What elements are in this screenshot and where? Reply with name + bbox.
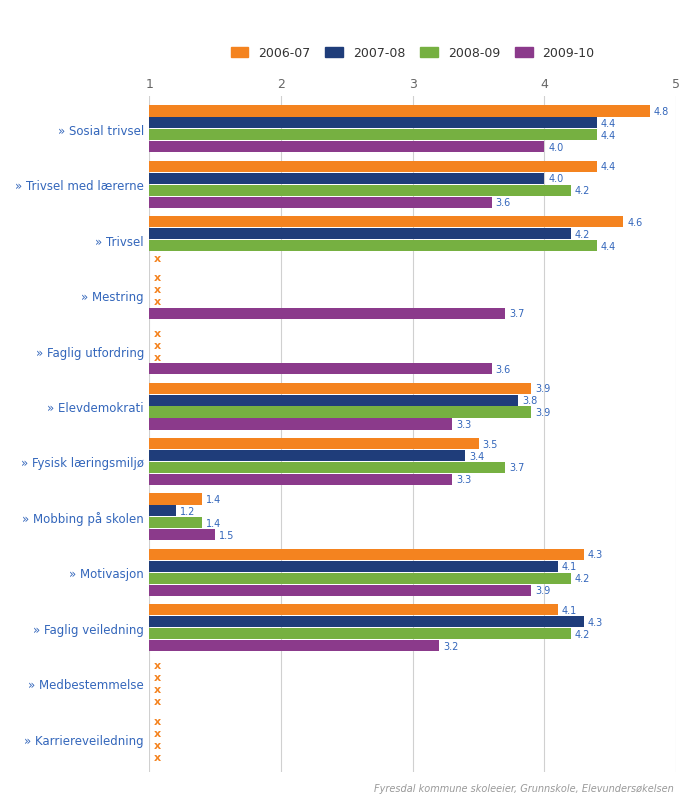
Bar (149, 475, 452, 485)
Bar (149, 561, 557, 573)
Text: x: x (154, 328, 161, 338)
Text: 3.6: 3.6 (496, 198, 511, 208)
Text: 4.0: 4.0 (548, 174, 564, 184)
Bar (149, 407, 531, 418)
Bar (149, 308, 505, 320)
Text: 4.4: 4.4 (601, 119, 616, 128)
Text: x: x (154, 684, 161, 695)
Text: 4.2: 4.2 (575, 230, 590, 239)
Bar (149, 217, 623, 228)
Text: 3.5: 3.5 (482, 439, 498, 449)
Bar (149, 173, 544, 185)
Text: 3.8: 3.8 (522, 396, 537, 406)
Bar (149, 241, 597, 252)
Text: 3.9: 3.9 (535, 585, 550, 596)
Text: x: x (154, 715, 161, 726)
Bar (149, 106, 650, 117)
Bar (149, 198, 491, 209)
Legend: 2006-07, 2007-08, 2008-09, 2009-10: 2006-07, 2007-08, 2008-09, 2009-10 (226, 42, 600, 65)
Text: x: x (154, 728, 161, 738)
Text: 1.4: 1.4 (206, 495, 221, 504)
Bar (149, 364, 491, 375)
Text: 3.3: 3.3 (456, 419, 471, 430)
Bar (149, 383, 531, 394)
Text: 3.6: 3.6 (496, 364, 511, 374)
Bar (149, 142, 544, 153)
Text: 4.3: 4.3 (588, 550, 603, 560)
Bar (149, 229, 571, 240)
Text: x: x (154, 353, 161, 362)
Text: 4.4: 4.4 (601, 162, 616, 172)
Text: x: x (154, 661, 161, 671)
Text: x: x (154, 752, 161, 761)
Text: x: x (154, 273, 161, 283)
Text: 4.2: 4.2 (575, 573, 590, 584)
Text: 3.9: 3.9 (535, 384, 550, 393)
Bar (149, 419, 452, 430)
Bar (149, 494, 202, 505)
Text: x: x (154, 254, 161, 263)
Bar (149, 629, 571, 639)
Text: 3.3: 3.3 (456, 475, 471, 485)
Bar (149, 438, 479, 450)
Text: 4.2: 4.2 (575, 186, 590, 196)
Text: x: x (154, 696, 161, 707)
Bar (149, 130, 597, 141)
Bar (149, 617, 584, 628)
Text: 4.0: 4.0 (548, 143, 564, 153)
Bar (149, 530, 215, 540)
Text: 3.2: 3.2 (443, 641, 459, 651)
Text: x: x (154, 297, 161, 307)
Text: x: x (154, 340, 161, 350)
Text: Fyresdal kommune skoleeier, Grunnskole, Elevundersøkelsen: Fyresdal kommune skoleeier, Grunnskole, … (375, 784, 674, 793)
Bar (149, 585, 531, 596)
Text: 4.3: 4.3 (588, 617, 603, 627)
Bar (149, 605, 557, 616)
Text: x: x (154, 672, 161, 683)
Text: 4.1: 4.1 (562, 561, 577, 572)
Text: 4.4: 4.4 (601, 242, 616, 251)
Text: 3.7: 3.7 (509, 463, 524, 473)
Text: 1.2: 1.2 (180, 507, 195, 516)
Text: 4.8: 4.8 (653, 107, 669, 116)
Text: 4.6: 4.6 (628, 218, 643, 227)
Bar (149, 161, 597, 173)
Text: x: x (154, 740, 161, 750)
Text: 1.4: 1.4 (206, 518, 221, 528)
Bar (149, 395, 518, 406)
Bar (149, 573, 571, 584)
Text: x: x (154, 285, 161, 295)
Bar (149, 450, 466, 462)
Bar (149, 463, 505, 474)
Bar (149, 185, 571, 197)
Bar (149, 640, 439, 651)
Text: 3.9: 3.9 (535, 407, 550, 418)
Bar (149, 518, 202, 529)
Text: 3.4: 3.4 (469, 451, 484, 461)
Text: 1.5: 1.5 (219, 530, 235, 540)
Bar (149, 506, 176, 517)
Bar (149, 118, 597, 129)
Text: 4.4: 4.4 (601, 131, 616, 141)
Bar (149, 549, 584, 560)
Text: 4.2: 4.2 (575, 629, 590, 639)
Text: 4.1: 4.1 (562, 605, 577, 615)
Text: 3.7: 3.7 (509, 308, 524, 319)
